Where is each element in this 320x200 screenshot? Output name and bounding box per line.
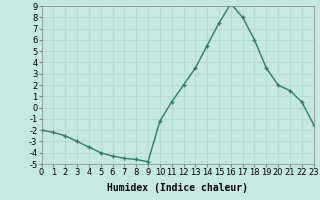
X-axis label: Humidex (Indice chaleur): Humidex (Indice chaleur) (107, 183, 248, 193)
